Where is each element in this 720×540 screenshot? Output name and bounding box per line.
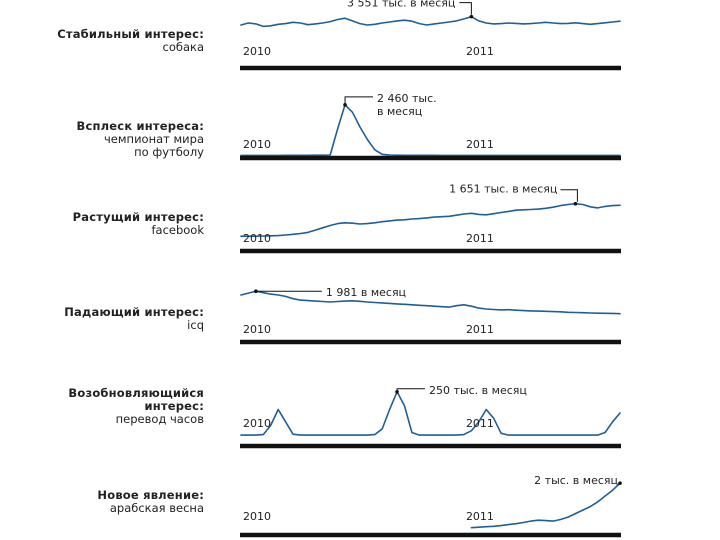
peak-annotation: 3 551 тыс. в месяц xyxy=(347,0,474,19)
annotation-text: 250 тыс. в месяц xyxy=(429,384,527,397)
annotation-text: 2 тыс. в месяц xyxy=(534,474,618,487)
year-label: 2011 xyxy=(466,510,494,523)
peak-annotation: 2 460 тыс.в месяц xyxy=(343,92,437,118)
panel-title: Растущий интерес: xyxy=(73,210,204,224)
panel-title: Возобновляющийся xyxy=(68,386,204,400)
peak-marker xyxy=(343,103,347,107)
series-line xyxy=(240,290,621,315)
panel-6: Новое явление:арабская весна 2010 2011 2 ты… xyxy=(97,474,622,538)
panel-title: Новое явление: xyxy=(97,488,204,502)
panel-title: интерес: xyxy=(144,399,204,413)
series-line xyxy=(240,15,621,28)
annotation-leader xyxy=(396,388,426,392)
panel-subtitle: по футболу xyxy=(134,145,204,159)
year-label: 2010 xyxy=(243,323,271,336)
peak-annotation: 2 тыс. в месяц xyxy=(534,474,622,487)
panel-1: Стабильный интерес:собака 2010 2011 3 551 т… xyxy=(57,0,621,71)
panel-subtitle: icq xyxy=(187,318,204,332)
annotation-leader xyxy=(344,96,374,105)
panel-title: Стабильный интерес: xyxy=(57,27,204,41)
panel-subtitle: собака xyxy=(163,40,205,54)
peak-marker xyxy=(469,14,474,19)
annotation-leader xyxy=(560,189,578,202)
year-label: 2011 xyxy=(466,45,494,58)
series-line xyxy=(470,482,621,529)
peak-marker xyxy=(573,201,578,206)
panel-3: Растущий интерес:facebook 2010 2011 1 651 т… xyxy=(73,183,621,254)
peak-marker xyxy=(254,289,258,294)
peak-marker xyxy=(618,481,622,485)
series-line xyxy=(240,104,621,157)
panel-subtitle: чемпионат мира xyxy=(104,132,204,146)
panel-subtitle: арабская весна xyxy=(110,501,204,515)
annotation-text: 1 981 в месяц xyxy=(326,286,406,299)
panel-title: Падающий интерес: xyxy=(64,305,204,319)
series-line xyxy=(240,391,621,436)
year-label: 2011 xyxy=(466,232,494,245)
panel-subtitle: facebook xyxy=(151,223,204,237)
year-label: 2010 xyxy=(243,510,271,523)
annotation-text: 2 460 тыс. xyxy=(377,92,437,105)
year-label: 2010 xyxy=(243,417,271,430)
peak-annotation: 250 тыс. в месяц xyxy=(395,384,527,397)
peak-marker xyxy=(395,389,399,394)
year-label: 2011 xyxy=(466,323,494,336)
peak-annotation: 1 981 в месяц xyxy=(254,286,406,299)
year-label: 2011 xyxy=(466,417,494,430)
year-label: 2010 xyxy=(243,232,271,245)
annotation-text: в месяц xyxy=(377,105,422,118)
annotation-text: 3 551 тыс. в месяц xyxy=(347,0,455,10)
annotation-text: 1 651 тыс. в месяц xyxy=(449,183,557,196)
year-label: 2010 xyxy=(243,138,271,151)
panel-title: Всплеск интереса: xyxy=(77,119,204,133)
year-label: 2010 xyxy=(243,45,271,58)
year-label: 2011 xyxy=(466,138,494,151)
panel-subtitle: перевод часов xyxy=(116,412,205,426)
annotation-leader xyxy=(459,2,472,15)
panel-4: Падающий интерес:icq 2010 2011 1 981 в меся… xyxy=(64,286,621,345)
series-line xyxy=(240,202,621,237)
peak-annotation: 1 651 тыс. в месяц xyxy=(449,183,578,206)
